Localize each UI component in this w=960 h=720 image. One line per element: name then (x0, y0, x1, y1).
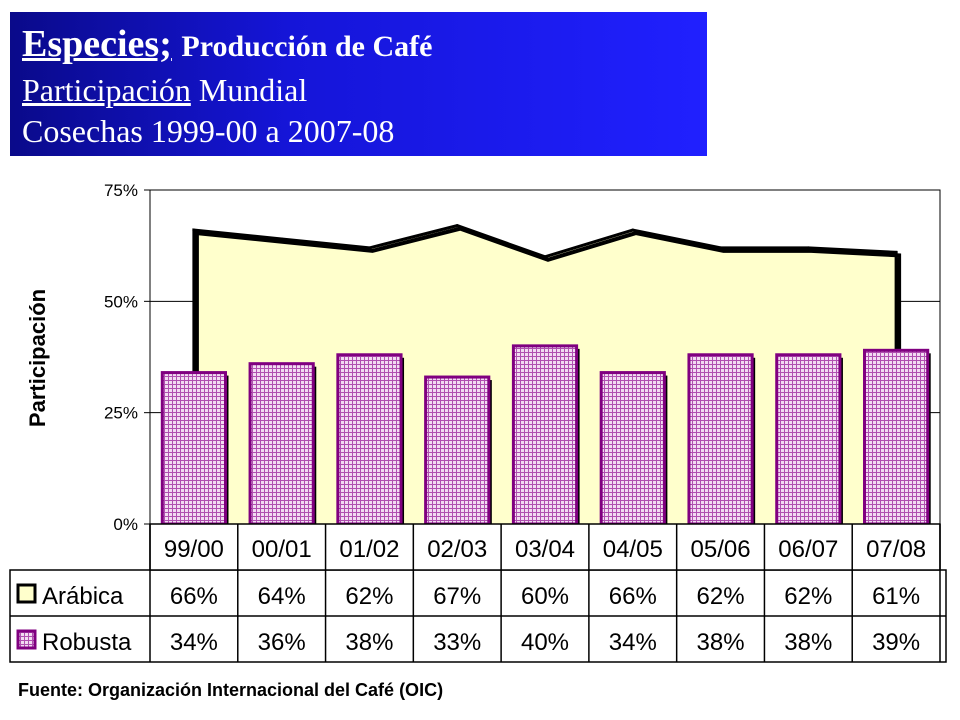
data-label-arabica: 66% (609, 583, 657, 610)
title-box: Especies; Producción de Café Participaci… (10, 12, 707, 156)
data-label-arabica: 62% (345, 583, 393, 610)
robusta-bar (160, 371, 227, 526)
arabica-point (543, 255, 547, 259)
data-label-robusta: 38% (784, 629, 832, 656)
data-table-header (149, 523, 941, 571)
arabica-point (280, 237, 284, 241)
y-tick-label: 0% (113, 515, 138, 534)
legend-key-robusta (16, 629, 37, 650)
title-sub: Producción de Café (181, 30, 433, 63)
arabica-point (192, 228, 196, 232)
x-tick-label: 99/00 (164, 536, 224, 563)
x-tick-label: 04/05 (603, 536, 663, 563)
chart: 0% 25% 50% 75% 99/00 00/01 01/02 02/03 03/04 04/0… (9, 181, 947, 663)
x-tick-label: 03/04 (515, 536, 575, 563)
data-label-robusta: 36% (258, 629, 306, 656)
x-tick-label: 06/07 (778, 536, 838, 563)
data-label-robusta: 40% (521, 629, 569, 656)
x-tick-label: 02/03 (427, 536, 487, 563)
data-label-arabica: 60% (521, 583, 569, 610)
title-line-2: Participación Mundial (22, 69, 707, 111)
data-label-robusta: 39% (872, 629, 920, 656)
data-label-robusta: 34% (609, 629, 657, 656)
y-tick-label: 25% (104, 404, 138, 423)
data-label-arabica: 62% (784, 583, 832, 610)
arabica-point (455, 224, 459, 228)
data-label-robusta: 34% (170, 629, 218, 656)
legend-label-arabica: Arábica (42, 583, 124, 610)
data-label-arabica: 64% (258, 583, 306, 610)
x-tick-label: 05/06 (691, 536, 751, 563)
title-mundial: Mundial (198, 72, 308, 108)
legend-label-robusta: Robusta (42, 629, 132, 656)
title-line-3: Cosechas 1999-00 a 2007-08 (22, 113, 395, 149)
data-label-arabica: 62% (697, 583, 745, 610)
robusta-bar (424, 375, 491, 526)
data-label-arabica: 66% (170, 583, 218, 610)
robusta-bar (863, 348, 930, 526)
x-tick-label: 07/08 (866, 536, 926, 563)
robusta-bar (687, 353, 754, 526)
robusta-bar (248, 362, 315, 526)
data-label-arabica: 61% (872, 583, 920, 610)
legend-key-arabica (16, 583, 37, 604)
robusta-bar (511, 344, 579, 526)
arabica-point (631, 228, 635, 232)
robusta-bar (599, 371, 666, 526)
arabica-point (894, 250, 898, 254)
data-label-robusta: 38% (345, 629, 393, 656)
arabica-shadow (194, 226, 902, 524)
source-note: Fuente: Organización Internacional del C… (18, 680, 444, 700)
arabica-point (719, 246, 723, 250)
title-participacion: Participación (22, 72, 191, 108)
data-label-robusta: 38% (697, 629, 745, 656)
robusta-bar (775, 353, 842, 526)
title-line-1: Especies; Producción de Café (22, 22, 707, 69)
y-tick-label: 75% (104, 181, 138, 200)
x-tick-label: 00/01 (252, 536, 312, 563)
title-main: Especies; (22, 23, 172, 65)
data-label-robusta: 33% (433, 629, 481, 656)
arabica-point (806, 246, 810, 250)
robusta-bar (336, 353, 403, 526)
data-label-arabica: 67% (433, 583, 481, 610)
y-tick-label: 50% (104, 292, 138, 311)
arabica-point (367, 246, 371, 250)
x-tick-label: 01/02 (339, 536, 399, 563)
